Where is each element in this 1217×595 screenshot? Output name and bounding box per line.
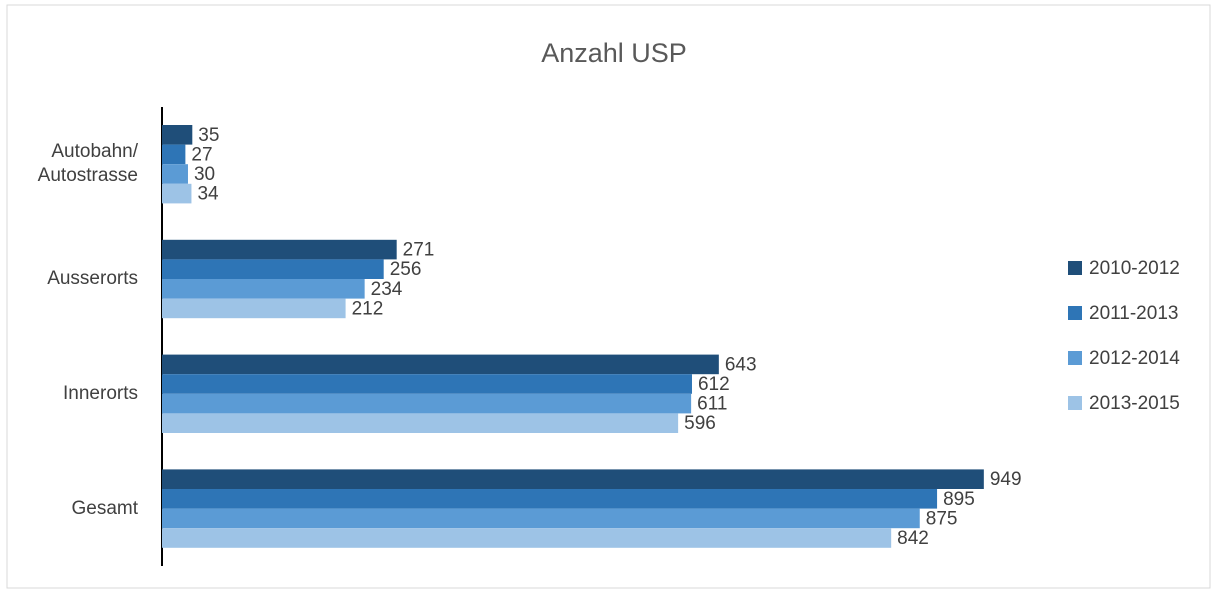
data-label: 596: [684, 413, 716, 434]
y-tick-label: Gesamt: [71, 497, 138, 519]
category-label-box: Autobahn/ Autostrasse: [37, 141, 138, 187]
bar: [162, 259, 384, 279]
category-label-box: Innerorts: [63, 382, 138, 404]
legend-label: 2013-2015: [1089, 393, 1180, 414]
bar: [162, 144, 186, 165]
bar: [162, 164, 188, 184]
legend-label: 2010-2012: [1089, 258, 1180, 279]
bar: [162, 508, 920, 529]
data-label: 35: [198, 125, 219, 146]
data-label: 27: [191, 144, 212, 165]
bar: [162, 528, 892, 548]
legend-swatch: [1068, 396, 1082, 410]
bar: [162, 393, 692, 414]
bar: [162, 374, 692, 394]
legend-swatch: [1068, 306, 1082, 320]
data-label: 34: [197, 184, 219, 205]
legend-label: 2012-2014: [1089, 348, 1180, 369]
bar: [162, 298, 346, 319]
data-label: 842: [897, 528, 929, 549]
data-label: 271: [403, 240, 435, 261]
data-label: 895: [943, 489, 975, 510]
bar: [162, 354, 719, 375]
data-label: 949: [990, 469, 1022, 490]
bar: [162, 279, 365, 299]
data-label: 611: [697, 394, 727, 415]
legend-swatch: [1068, 261, 1082, 275]
bar: [162, 469, 984, 489]
bar: [162, 183, 192, 204]
data-label: 875: [926, 508, 958, 529]
data-label: 256: [390, 259, 422, 280]
y-tick-label: Innerorts: [63, 382, 138, 404]
category-label-box: Ausserorts: [47, 268, 138, 289]
y-tick-label: Ausserorts: [47, 268, 138, 289]
data-label: 612: [698, 374, 730, 395]
bar: [162, 239, 397, 260]
legend-swatch: [1068, 351, 1082, 365]
bar: [162, 413, 679, 433]
category-label-box: Gesamt: [71, 497, 138, 519]
bar: [162, 125, 193, 145]
data-label: 212: [352, 298, 384, 319]
chart-title: Anzahl USP: [541, 38, 687, 68]
y-tick-label: Autobahn/ Autostrasse: [37, 141, 138, 187]
data-label: 234: [371, 279, 403, 300]
data-label: 643: [725, 354, 757, 375]
data-label: 30: [194, 164, 215, 185]
bar: [162, 489, 938, 509]
legend-label: 2011-2013: [1089, 303, 1178, 324]
